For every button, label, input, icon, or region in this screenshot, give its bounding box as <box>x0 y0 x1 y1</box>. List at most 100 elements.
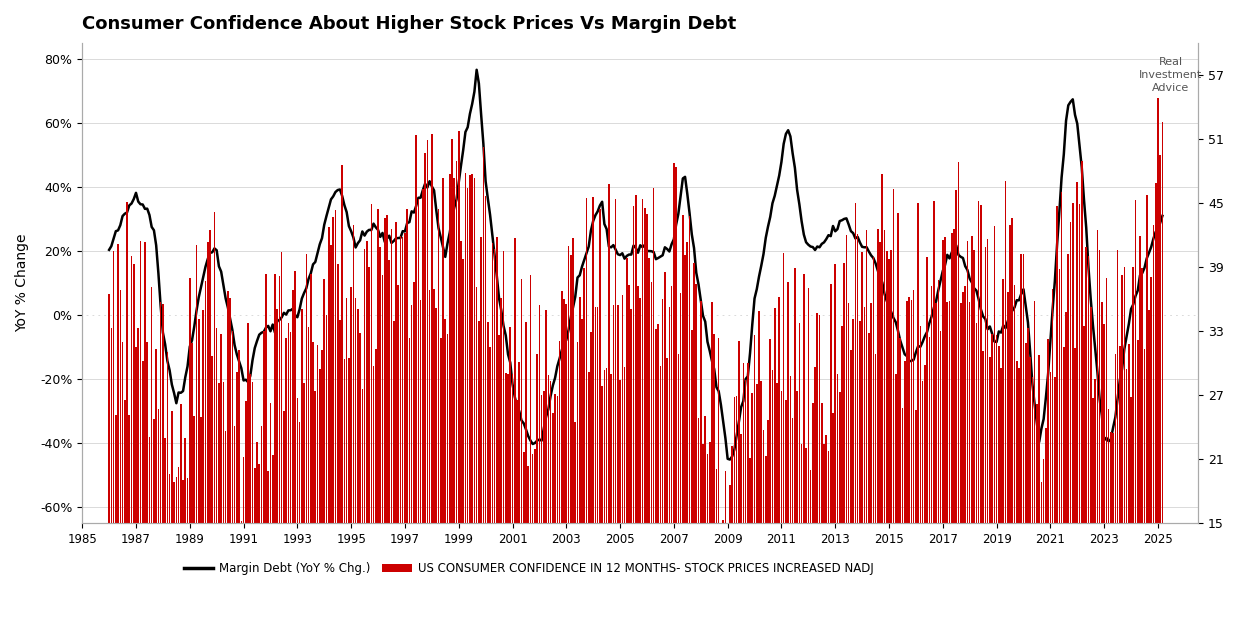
Bar <box>478 321 479 634</box>
Bar <box>487 322 488 634</box>
Bar <box>789 377 792 634</box>
Bar <box>584 268 585 634</box>
Bar <box>927 257 928 634</box>
Bar <box>382 275 383 634</box>
Bar <box>413 281 415 634</box>
Bar <box>681 215 684 634</box>
Bar <box>357 309 358 634</box>
Bar <box>857 234 859 634</box>
Bar <box>913 290 914 634</box>
Bar <box>460 240 462 634</box>
Bar <box>833 413 834 634</box>
Bar <box>1132 267 1134 634</box>
Bar <box>579 297 581 634</box>
Bar <box>548 375 549 634</box>
Bar <box>315 391 316 634</box>
Bar <box>1105 278 1108 634</box>
Bar <box>581 319 582 634</box>
Bar <box>1047 339 1049 634</box>
Bar <box>572 238 574 634</box>
Bar <box>234 425 235 634</box>
Bar <box>667 358 668 634</box>
Bar <box>586 198 587 634</box>
Bar <box>121 342 124 634</box>
Bar <box>938 280 939 634</box>
Bar <box>888 259 890 634</box>
Bar <box>917 204 919 634</box>
Bar <box>930 286 933 634</box>
Bar <box>1002 278 1004 634</box>
Bar <box>686 242 688 634</box>
Bar <box>1097 230 1098 634</box>
Bar <box>260 427 263 634</box>
Bar <box>617 305 618 634</box>
Bar <box>1072 203 1073 634</box>
Bar <box>115 415 116 634</box>
Bar <box>736 396 737 634</box>
Bar <box>395 222 396 634</box>
Bar <box>401 237 404 634</box>
Bar <box>881 174 883 634</box>
Bar <box>287 323 289 634</box>
Bar <box>955 190 957 634</box>
Bar <box>608 184 610 634</box>
Bar <box>240 521 242 634</box>
Bar <box>821 403 823 634</box>
Bar <box>1104 324 1105 634</box>
Bar <box>281 252 282 634</box>
Bar <box>1150 277 1152 634</box>
Bar <box>379 247 382 634</box>
Bar <box>590 332 592 634</box>
Bar <box>729 484 731 634</box>
Bar <box>449 174 451 634</box>
Bar <box>520 280 523 634</box>
Bar <box>1069 222 1072 634</box>
Bar <box>800 444 803 634</box>
Bar <box>587 372 590 634</box>
Bar <box>346 298 347 634</box>
Bar <box>404 233 405 634</box>
Bar <box>1061 191 1062 634</box>
Bar <box>435 308 437 634</box>
Bar <box>296 398 299 634</box>
Bar <box>911 300 912 634</box>
Bar <box>411 305 413 634</box>
Bar <box>494 249 496 634</box>
Bar <box>353 225 354 634</box>
Bar <box>525 322 527 634</box>
Bar <box>182 480 183 634</box>
Bar <box>731 446 733 634</box>
Bar <box>409 338 410 634</box>
Bar <box>1054 377 1056 634</box>
Bar <box>440 338 441 634</box>
Bar <box>1155 183 1156 634</box>
Bar <box>799 323 800 634</box>
Bar <box>1108 409 1109 634</box>
Bar <box>897 213 898 634</box>
Bar <box>1126 369 1127 634</box>
Bar <box>904 361 906 634</box>
Bar <box>351 287 352 634</box>
Bar <box>1146 195 1147 634</box>
Bar <box>644 208 646 634</box>
Bar <box>1149 311 1150 634</box>
Bar <box>426 140 429 634</box>
Bar <box>830 283 831 634</box>
Bar <box>1038 356 1040 634</box>
Bar <box>869 333 870 634</box>
Bar <box>503 251 504 634</box>
Bar <box>1030 357 1031 634</box>
Bar <box>306 254 307 634</box>
Bar <box>265 275 266 634</box>
Bar <box>129 415 130 634</box>
Bar <box>330 245 332 634</box>
Bar <box>655 329 657 634</box>
Bar <box>263 331 265 634</box>
Bar <box>805 448 807 634</box>
Bar <box>642 199 643 634</box>
Bar <box>634 195 637 634</box>
Bar <box>1101 302 1103 634</box>
Bar <box>675 167 676 634</box>
Bar <box>1018 368 1020 634</box>
Bar <box>774 308 776 634</box>
